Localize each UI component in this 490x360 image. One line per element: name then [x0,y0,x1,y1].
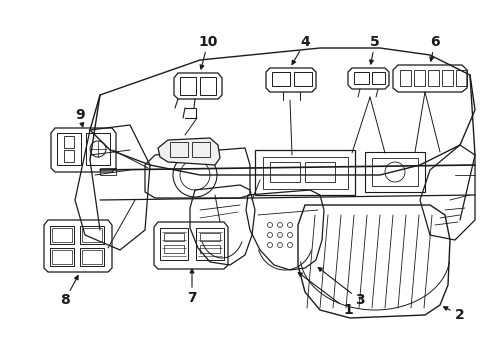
Bar [82,250,102,264]
Bar [372,72,385,84]
Bar [305,162,335,182]
Text: 9: 9 [75,108,85,122]
Bar [270,162,300,182]
Bar [170,142,188,157]
Text: 7: 7 [187,291,197,305]
Text: 10: 10 [198,35,218,49]
Bar [354,72,369,84]
Text: 2: 2 [455,308,465,322]
Bar [442,70,453,86]
Bar [57,133,81,165]
Bar [456,70,467,86]
Text: 5: 5 [370,35,380,49]
Bar [50,248,74,266]
Bar [50,226,74,244]
Bar [400,70,411,86]
Bar [64,150,74,162]
Bar [196,228,224,260]
Bar [80,226,104,244]
Bar [64,136,74,148]
Bar [428,70,439,86]
Bar [294,72,312,86]
Bar [86,133,110,165]
Text: 1: 1 [343,303,353,317]
Bar [365,152,425,192]
Bar [414,70,425,86]
Bar [164,233,184,241]
Text: 3: 3 [355,293,365,307]
Bar [200,233,220,241]
Bar [52,250,72,264]
Bar [192,142,210,157]
Bar [263,157,348,189]
Bar [160,228,188,260]
Bar [180,77,196,95]
Text: 4: 4 [300,35,310,49]
Bar [82,228,102,242]
Bar [272,72,290,86]
Bar [52,228,72,242]
Bar [200,245,220,253]
Bar [200,77,216,95]
Bar [372,158,418,186]
Text: 8: 8 [60,293,70,307]
Bar [80,248,104,266]
Bar [164,245,184,253]
Polygon shape [158,138,220,165]
Bar [255,150,355,195]
Text: 6: 6 [430,35,440,49]
